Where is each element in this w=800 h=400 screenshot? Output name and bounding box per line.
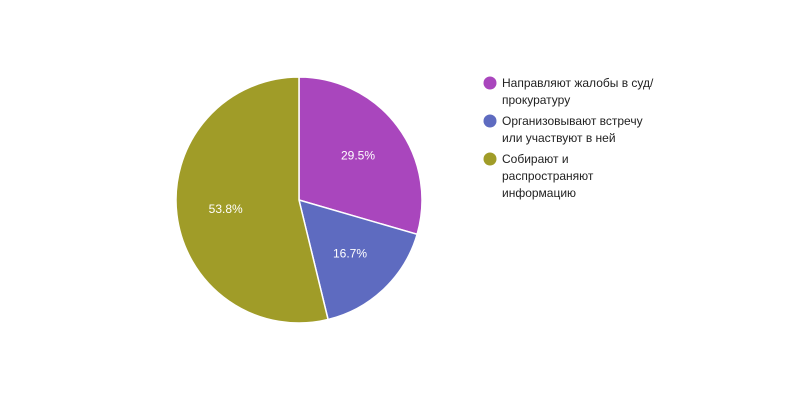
legend-label-1: Направляют жалобы в суд/прокуратуру: [502, 76, 654, 107]
legend-item-2: Организовывают встречу или участвуют в не…: [483, 114, 643, 145]
legend: Направляют жалобы в суд/прокуратуру Орган…: [483, 76, 654, 200]
slice-value-label-3: 53.8%: [209, 202, 243, 216]
legend-marker-2: [483, 114, 497, 128]
legend-label-2: Организовывают встречу или участвуют в не…: [502, 114, 643, 145]
pie-slice-3: [175, 76, 329, 324]
legend-marker-3: [483, 152, 497, 166]
slice-value-label-1: 29.5%: [341, 149, 375, 163]
legend-label-3: Собирают и распространяют информацию: [502, 152, 594, 200]
slice-value-label-2: 16.7%: [333, 246, 367, 260]
pie-slices: [175, 76, 423, 324]
pie-value-labels: 29.5% 16.7% 53.8%: [209, 149, 376, 261]
pie-slice-1: [298, 76, 423, 236]
legend-marker-1: [483, 76, 497, 90]
legend-item-1: Направляют жалобы в суд/прокуратуру: [483, 76, 654, 107]
legend-item-3: Собирают и распространяют информацию: [483, 152, 594, 200]
pie-slice-2: [297, 198, 419, 321]
